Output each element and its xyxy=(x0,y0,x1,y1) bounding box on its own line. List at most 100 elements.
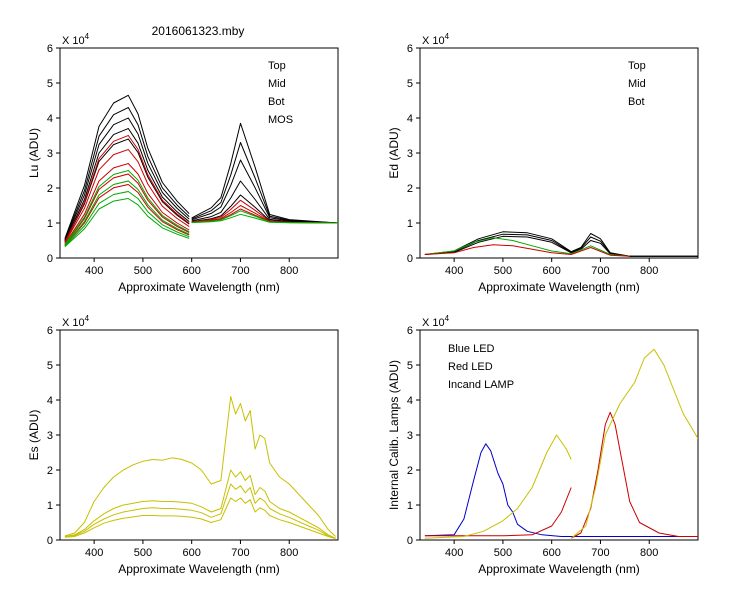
y-tick-label: 0 xyxy=(47,535,53,547)
y-tick-label: 6 xyxy=(407,325,413,337)
es-panel: 0 1 2 3 4 5 6 400 500 600 700 800 X 104 Approximate W… xyxy=(27,314,339,576)
y-tick-label: 3 xyxy=(47,430,53,442)
y-axis-label: Es (ADU) xyxy=(27,410,41,461)
x-tick-label: 500 xyxy=(134,265,152,277)
series-line-bot xyxy=(64,198,190,248)
x-tick-label: 800 xyxy=(640,547,658,559)
y-axis-label: Internal Calib. Lamps (ADU) xyxy=(387,360,401,510)
series-line-bot xyxy=(191,213,338,224)
series-line-top xyxy=(64,107,190,240)
legend-entry: Top xyxy=(268,60,286,72)
ed-panel: 0 1 2 3 4 5 6 400 500 600 700 800 X 104 Approximate W… xyxy=(387,32,699,294)
series-line-red-led xyxy=(570,411,698,539)
x-tick-label: 800 xyxy=(280,265,298,277)
y-exponent-label: X 104 xyxy=(62,314,90,329)
series-line-mid xyxy=(64,163,190,245)
y-tick-label: 2 xyxy=(407,465,413,477)
series-line-mid xyxy=(64,173,190,246)
series-line-top xyxy=(191,180,338,224)
y-tick-label: 2 xyxy=(47,465,53,477)
x-axis-label: Approximate Wavelength (nm) xyxy=(478,280,640,294)
es-axes-frame xyxy=(59,329,339,541)
lamps-panel: 0 1 2 3 4 5 6 400 500 600 700 800 X 104 Approximate W… xyxy=(387,314,699,576)
x-tick-label: 800 xyxy=(280,547,298,559)
series-line-mid xyxy=(64,135,190,243)
series-line-incand-lamp xyxy=(570,348,698,539)
x-tick-label: 400 xyxy=(445,547,463,559)
legend-entry: Red LED xyxy=(448,361,493,373)
ed-plot-area xyxy=(424,231,698,257)
x-axis-label: Approximate Wavelength (nm) xyxy=(118,562,280,576)
es-series-line xyxy=(64,469,336,539)
y-tick-label: 6 xyxy=(407,43,413,55)
lu-axes-frame xyxy=(59,47,339,259)
legend-entry: Mid xyxy=(268,78,286,90)
y-axis-label: Ed (ADU) xyxy=(387,127,401,178)
es-series-line xyxy=(64,396,336,537)
series-line-bot xyxy=(64,191,190,247)
x-tick-label: 700 xyxy=(231,547,249,559)
series-line-top xyxy=(64,94,190,239)
series-line-top xyxy=(191,159,338,224)
series-line-top xyxy=(424,235,698,257)
y-tick-label: 2 xyxy=(47,183,53,195)
series-line-incand-lamp xyxy=(424,434,572,539)
y-tick-label: 1 xyxy=(407,500,413,512)
y-exponent-power: 4 xyxy=(445,32,450,41)
figure-title: 2016061323.mby xyxy=(152,24,245,38)
y-tick-label: 1 xyxy=(47,500,53,512)
x-tick-label: 600 xyxy=(543,265,561,277)
y-tick-label: 5 xyxy=(407,360,413,372)
series-line-bot xyxy=(64,170,190,245)
x-tick-label: 400 xyxy=(85,547,103,559)
x-tick-label: 700 xyxy=(591,265,609,277)
es-plot-area xyxy=(64,396,336,540)
y-tick-label: 6 xyxy=(47,325,53,337)
lu-panel: 0 1 2 3 4 5 6 400 500 600 700 800 X 104 Approximate W… xyxy=(27,32,339,294)
x-tick-label: 800 xyxy=(640,265,658,277)
series-line-top xyxy=(64,128,190,242)
legend-entry: Bot xyxy=(268,96,285,108)
lu-plot-area xyxy=(64,94,338,248)
y-exponent-power: 4 xyxy=(445,314,450,323)
series-line-top xyxy=(64,138,190,243)
y-exponent-label: X 104 xyxy=(422,314,450,329)
y-tick-label: 4 xyxy=(47,395,53,407)
legend-entry: Top xyxy=(628,60,646,72)
x-tick-label: 400 xyxy=(445,265,463,277)
series-line-bot xyxy=(64,180,190,246)
series-line-top xyxy=(64,117,190,241)
es-series-line xyxy=(64,483,336,539)
x-tick-label: 500 xyxy=(494,547,512,559)
series-line-mid xyxy=(64,184,190,247)
y-tick-label: 3 xyxy=(407,148,413,160)
y-tick-label: 5 xyxy=(47,78,53,90)
lamps-plot-area xyxy=(424,348,698,539)
y-exponent-label: X 104 xyxy=(422,32,450,47)
legend-entry: Blue LED xyxy=(448,343,495,355)
ed-axes-frame xyxy=(419,47,699,259)
series-line-top xyxy=(191,122,338,224)
y-tick-label: 2 xyxy=(407,183,413,195)
x-tick-label: 700 xyxy=(591,547,609,559)
y-tick-label: 0 xyxy=(47,253,53,265)
y-tick-label: 3 xyxy=(47,148,53,160)
y-tick-label: 1 xyxy=(407,218,413,230)
x-axis-label: Approximate Wavelength (nm) xyxy=(478,562,640,576)
legend-entry: Bot xyxy=(628,96,645,108)
y-tick-label: 4 xyxy=(407,395,413,407)
y-tick-label: 0 xyxy=(407,535,413,547)
x-tick-label: 400 xyxy=(85,265,103,277)
x-tick-label: 500 xyxy=(494,265,512,277)
y-tick-label: 1 xyxy=(47,218,53,230)
legend-entry: Incand LAMP xyxy=(448,379,514,391)
y-axis-label: Lu (ADU) xyxy=(27,128,41,178)
x-tick-label: 600 xyxy=(183,547,201,559)
y-tick-label: 5 xyxy=(407,78,413,90)
es-series-line xyxy=(64,497,336,540)
series-line-top xyxy=(191,142,338,224)
x-tick-label: 500 xyxy=(134,547,152,559)
y-tick-label: 3 xyxy=(407,430,413,442)
y-tick-label: 4 xyxy=(47,113,53,125)
